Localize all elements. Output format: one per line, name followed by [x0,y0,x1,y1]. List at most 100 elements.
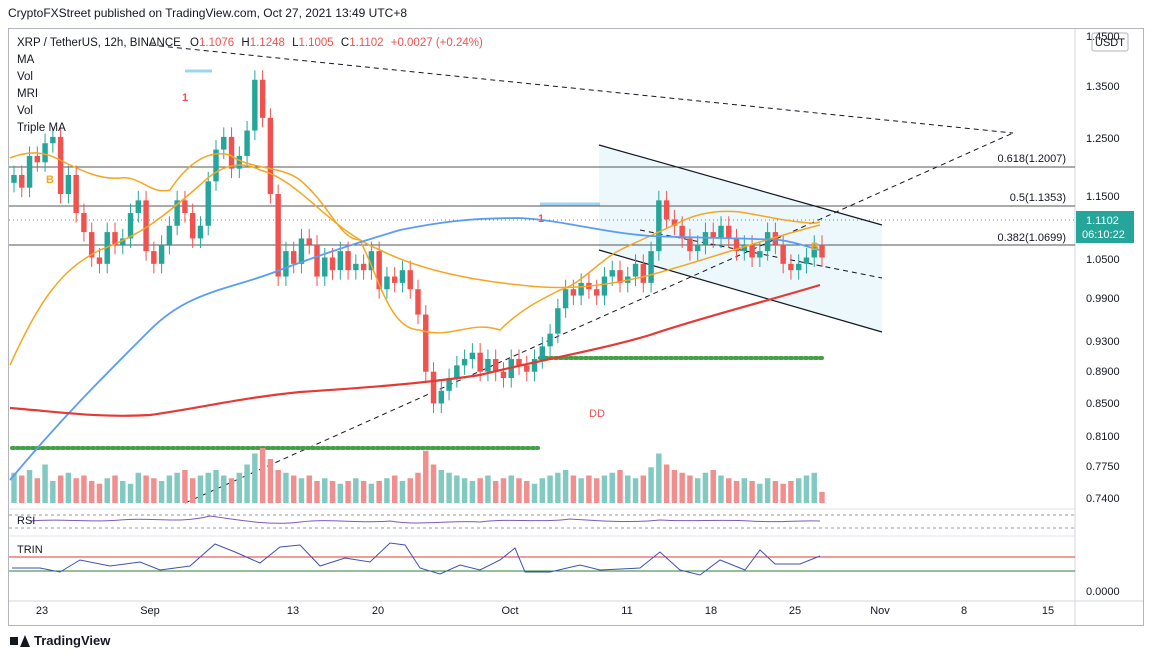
volume-bar [726,478,732,503]
footer-brand[interactable]: TradingView [10,633,110,648]
volume-bar [461,478,468,503]
legend-close-label: C [341,37,349,49]
volume-bar [819,492,825,503]
price-axis[interactable]: USDT 1.4500 1.3500 1.2500 1.1500 1.0500 … [1076,31,1134,598]
candle-body [500,371,507,379]
volume-bar [477,478,483,503]
legend-low-value: 1.1005 [299,37,334,49]
volume-bar [337,483,344,503]
candle-body [593,289,600,296]
channel-upper-line [598,144,883,226]
volume-bar [710,470,716,503]
volume-bar [485,475,491,503]
candle-body [11,174,17,183]
volume-bar [135,472,142,503]
volume-bar [702,472,709,503]
candle-body [469,352,476,360]
volume-bar [252,453,258,503]
candle-body [415,289,421,315]
volume-bar [795,478,802,503]
indicator-mri[interactable]: MRI [17,88,38,100]
price-tick-3: 1.2500 [1086,133,1120,145]
candle-body [96,257,103,264]
volume-bar [407,478,413,503]
candle-body [430,371,437,404]
volume-bar [345,481,351,503]
volume-bar [26,470,33,503]
currency-badge[interactable] [1091,32,1129,52]
indicator-ma[interactable]: MA [17,54,35,66]
candle-body [772,232,779,245]
candle-body [718,225,724,239]
volume-bar [267,459,274,503]
indicator-triple-ma[interactable]: Triple MA [17,122,66,134]
volume-bar [322,478,328,503]
candle-body [151,251,157,264]
volume-bar [399,481,406,503]
candle-body [757,251,763,258]
volume-bar [81,475,87,503]
countdown-label: 06:10:22 [1082,229,1125,241]
candle-body [733,238,740,252]
candle-body [244,130,250,156]
volume-bar [415,472,421,503]
volume-bar [329,481,336,503]
price-tick-6: 0.9900 [1086,293,1120,305]
volume-bar [314,481,320,503]
volume-bar [127,483,134,503]
volume-bar [376,481,382,503]
legend-symbol[interactable]: XRP / TetherUS, 12h, BINANCE [17,37,181,49]
volume-bar [298,478,305,503]
candle-body [780,244,786,264]
candle-body [120,238,126,245]
time-tick-20: 20 [372,605,384,617]
candle-body [112,232,118,245]
volume-bar [648,467,654,503]
volume-bar [174,472,180,503]
candle-body [539,346,546,360]
candle-body [57,136,64,195]
legend-high-label: H [241,37,249,49]
annotation-b-left: B [46,174,54,186]
channel-lower-line [598,249,883,333]
volume-bar [788,481,794,503]
chart-frame [8,28,1144,626]
candle-body [73,174,79,214]
candle-body [694,244,701,252]
trin-line [12,542,821,576]
volume-bar [570,475,577,503]
brand-name: TradingView [34,633,111,648]
volume-bar [391,475,398,503]
volume-bar [516,478,522,503]
legend-open-value: 1.1076 [199,37,234,49]
candle-body [477,352,483,372]
candle-body [788,263,794,271]
indicator-vol-2[interactable]: Vol [17,105,33,117]
price-tick-9: 0.8500 [1086,398,1120,410]
currency-label: USDT [1095,37,1125,49]
volume-bar [384,478,390,503]
candle-body [88,232,95,258]
candle-body [368,251,375,271]
volume-bar [360,481,367,503]
ma-long-orange [9,164,821,366]
annotation-1a: 1 [182,92,188,104]
volume-bar [189,478,196,503]
candle-body [679,225,685,239]
candle-body [671,219,678,226]
indicator-vol[interactable]: Vol [17,71,33,83]
volume-bar [221,475,227,503]
time-axis[interactable]: 23 Sep 13 20 Oct 11 18 25 Nov 8 15 [36,605,1054,617]
candle-body [376,251,382,290]
price-tick-8: 0.8900 [1086,366,1120,378]
fib-label-0618: 0.618(1.2007) [998,153,1067,165]
volume-bar [259,448,266,503]
volume-bar [423,450,429,503]
tradingview-logo-icon [10,634,30,647]
candle-body [492,359,499,372]
candle-body [764,232,771,252]
volume-bars [11,448,825,503]
volume-bar [353,478,359,503]
candle-body [290,251,297,264]
